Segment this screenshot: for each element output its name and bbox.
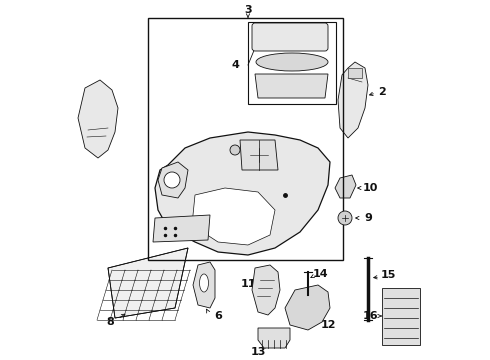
Polygon shape (108, 248, 188, 318)
Text: 9: 9 (364, 213, 372, 223)
Circle shape (230, 145, 240, 155)
Text: 2: 2 (378, 87, 386, 97)
Polygon shape (192, 188, 275, 245)
Text: 14: 14 (312, 269, 328, 279)
Text: 3: 3 (244, 5, 252, 15)
Polygon shape (155, 132, 330, 255)
Circle shape (164, 172, 180, 188)
Bar (348, 68, 362, 78)
Text: 6: 6 (214, 311, 222, 321)
Polygon shape (255, 74, 328, 98)
FancyBboxPatch shape (252, 23, 328, 51)
Polygon shape (158, 162, 188, 198)
Ellipse shape (256, 53, 328, 71)
Polygon shape (338, 62, 368, 138)
Polygon shape (193, 262, 215, 308)
Polygon shape (382, 288, 420, 345)
Polygon shape (240, 140, 278, 170)
Polygon shape (258, 328, 290, 348)
Text: 7: 7 (178, 203, 186, 213)
Ellipse shape (199, 274, 209, 292)
Bar (148, 18, 343, 260)
Polygon shape (78, 80, 118, 158)
Text: 12: 12 (320, 320, 336, 330)
Text: 10: 10 (362, 183, 378, 193)
Text: 1: 1 (96, 103, 104, 113)
Circle shape (338, 211, 352, 225)
Text: 11: 11 (240, 279, 256, 289)
Text: 13: 13 (250, 347, 266, 357)
Text: 8: 8 (106, 317, 114, 327)
Polygon shape (335, 175, 356, 198)
Polygon shape (153, 215, 210, 242)
Text: 5: 5 (211, 145, 219, 155)
Polygon shape (285, 285, 330, 330)
Text: 4: 4 (231, 60, 239, 70)
Text: 15: 15 (380, 270, 396, 280)
Text: 16: 16 (362, 311, 378, 321)
Polygon shape (252, 265, 280, 315)
Bar (248, 22, 336, 104)
